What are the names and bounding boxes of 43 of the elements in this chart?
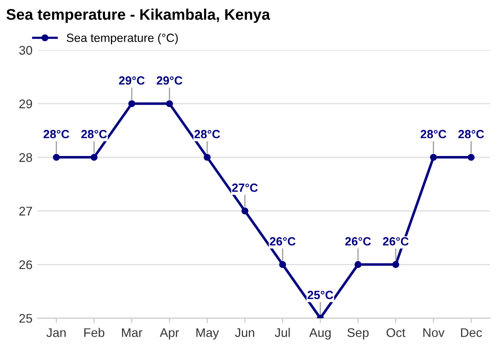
data-label: 28°C	[81, 130, 107, 138]
y-tick-label: 29	[19, 99, 32, 108]
x-tick-label: Oct	[386, 328, 406, 338]
point	[468, 154, 475, 161]
point	[52, 154, 60, 161]
y-tick-label: 27	[19, 206, 32, 216]
data-label: 29°C	[118, 76, 145, 85]
data-label: 26°C	[270, 237, 296, 246]
point	[166, 100, 173, 108]
point	[204, 154, 211, 161]
data-label: 25°C	[308, 290, 334, 300]
point	[430, 154, 437, 161]
x-tick-label: Sep	[347, 328, 369, 340]
x-tick-label: Jan	[46, 328, 66, 338]
data-label: 28°C	[458, 130, 484, 138]
x-tick-label: Jul	[274, 328, 290, 338]
y-tick-label: 26	[19, 260, 32, 270]
y-tick-label: 25	[19, 314, 32, 323]
data-label: 28°C	[44, 130, 70, 138]
data-label: 28°C	[420, 130, 446, 138]
point	[241, 207, 248, 214]
point	[354, 261, 362, 268]
point	[392, 261, 400, 268]
point	[90, 154, 98, 161]
data-label: 27°C	[232, 184, 258, 192]
x-tick-label: May	[196, 328, 219, 340]
y-tick-label: 28	[19, 153, 32, 162]
data-label: 29°C	[156, 76, 182, 85]
y-tick-label: 30	[19, 46, 32, 55]
x-tick-label: Dec	[461, 328, 482, 338]
x-tick-label: Apr	[160, 328, 179, 340]
x-tick-label: Nov	[423, 328, 445, 338]
x-tick-label: Mar	[122, 328, 142, 338]
x-tick-label: Feb	[84, 328, 104, 338]
x-tick-label: Jun	[235, 328, 254, 338]
data-label: 26°C	[382, 237, 409, 246]
point	[279, 261, 286, 268]
data-label: 28°C	[194, 130, 220, 138]
legend-label: Sea temperature (°C)	[66, 33, 178, 44]
point	[128, 100, 136, 108]
data-label: 26°C	[345, 237, 371, 246]
x-tick-label: Aug	[309, 328, 331, 340]
chart-title: Sea temperature - Kikambala, Kenya	[6, 8, 270, 23]
